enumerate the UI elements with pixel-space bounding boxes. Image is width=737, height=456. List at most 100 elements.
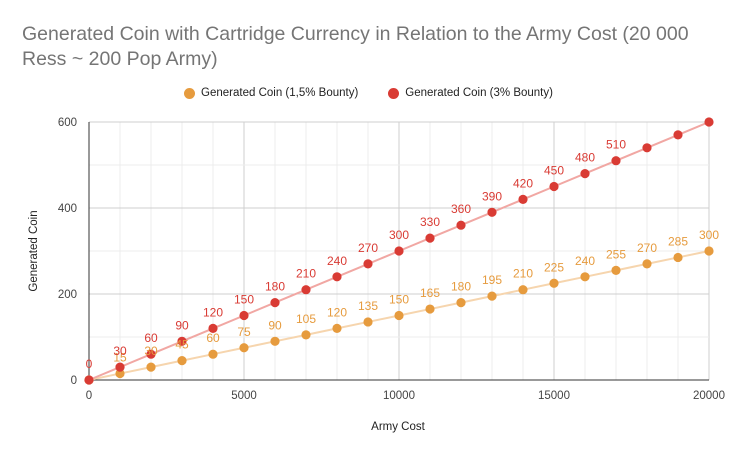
data-label-series-1: 210 [513, 267, 533, 281]
data-point-series-2 [270, 298, 280, 308]
data-point-series-2 [239, 310, 249, 321]
data-point-series-1 [115, 368, 125, 379]
x-axis-title: Army Cost [371, 421, 425, 433]
data-point-series-1 [146, 362, 156, 372]
data-point-series-1 [177, 356, 187, 366]
data-label-series-1: 60 [206, 331, 220, 345]
data-label-series-1: 270 [637, 241, 657, 255]
legend-label-series-2: Generated Coin (3% Bounty) [405, 87, 553, 99]
data-label-series-2: 180 [265, 280, 285, 294]
data-label-series-1: 90 [268, 318, 282, 332]
y-tick-label: 400 [58, 203, 77, 215]
data-point-series-1 [518, 285, 528, 295]
data-point-series-1 [332, 323, 342, 333]
x-tick-label: 5000 [231, 390, 257, 402]
data-point-series-2 [177, 336, 187, 346]
data-label-series-2: 30 [113, 344, 127, 358]
chart-legend: Generated Coin (1,5% Bounty) Generated C… [0, 84, 737, 102]
data-point-series-1 [301, 330, 311, 340]
data-label-series-1: 105 [296, 312, 316, 326]
data-point-series-2 [394, 246, 404, 256]
x-tick-label: 15000 [538, 390, 570, 402]
data-label-series-2: 90 [175, 318, 189, 332]
data-label-series-1: 240 [575, 254, 595, 268]
data-label-series-1: 45 [175, 338, 189, 352]
x-tick-label: 0 [86, 390, 92, 402]
data-label-series-1: 300 [699, 228, 719, 242]
series-layer [84, 117, 714, 385]
data-point-series-1 [456, 298, 466, 308]
data-label-series-2: 480 [575, 151, 595, 165]
data-label-series-2: 210 [296, 267, 316, 281]
axes: 0 5000 10000 15000 20000 0 200 400 600 [58, 117, 725, 402]
legend-label-series-1: Generated Coin (1,5% Bounty) [201, 87, 359, 99]
data-label-series-1: 75 [237, 325, 251, 339]
y-axis-title: Generated Coin [28, 210, 40, 291]
data-label-series-2: 150 [234, 293, 254, 307]
x-tick-label: 10000 [383, 390, 415, 402]
data-point-series-2 [673, 130, 683, 140]
legend-item-series-2[interactable]: Generated Coin (3% Bounty) [388, 87, 553, 99]
data-label-series-1: 180 [451, 280, 471, 294]
data-point-series-2 [611, 156, 621, 166]
data-point-series-1 [270, 336, 280, 346]
data-label-series-2: 300 [389, 228, 409, 242]
data-point-series-1 [363, 317, 373, 327]
chart-title: Generated Coin with Cartridge Currency i… [22, 23, 689, 70]
data-label-series-1: 135 [358, 299, 378, 313]
legend-item-series-1[interactable]: Generated Coin (1,5% Bounty) [184, 87, 358, 99]
data-point-series-2 [580, 169, 590, 179]
x-tick-label: 20000 [693, 390, 725, 402]
data-point-series-1 [642, 259, 652, 269]
data-label-series-2: 360 [451, 202, 471, 216]
data-point-series-1 [549, 278, 559, 288]
y-tick-label: 200 [58, 289, 77, 301]
data-label-series-2: 120 [203, 305, 223, 319]
data-label-series-2: 420 [513, 176, 533, 190]
data-point-series-1 [208, 349, 218, 359]
data-point-series-2 [363, 259, 373, 269]
data-label-series-1: 120 [327, 305, 347, 319]
data-point-series-2 [146, 349, 156, 359]
data-label-series-1: 285 [668, 234, 688, 248]
data-label-series-1: 30 [144, 344, 158, 358]
data-label-series-1: 225 [544, 260, 564, 274]
data-point-series-2 [84, 375, 94, 385]
data-label-series-2: 60 [144, 331, 158, 345]
data-point-series-1 [611, 265, 621, 275]
data-label-series-2: 240 [327, 254, 347, 268]
data-point-series-2 [115, 362, 125, 372]
data-label-series-1: 195 [482, 273, 502, 287]
data-point-series-1 [425, 304, 435, 314]
data-point-series-2 [456, 220, 466, 230]
data-point-series-2 [425, 233, 435, 243]
data-label-series-2: 450 [544, 164, 564, 178]
data-label-series-1: 165 [420, 286, 440, 300]
data-point-series-2 [208, 323, 218, 333]
data-label-series-2: 330 [420, 215, 440, 229]
data-point-series-2 [642, 143, 652, 153]
data-point-series-2 [518, 194, 528, 204]
legend-swatch-series-1 [184, 87, 196, 99]
legend-swatch-series-2 [388, 87, 400, 99]
data-label-series-2: 0 [86, 357, 93, 371]
data-label-series-2: 390 [482, 189, 502, 203]
data-point-series-2 [549, 181, 559, 192]
data-point-series-1 [704, 246, 714, 256]
data-label-series-2: 270 [358, 241, 378, 255]
data-point-series-1 [487, 291, 497, 301]
y-tick-label: 600 [58, 117, 77, 129]
data-point-series-1 [239, 343, 249, 353]
data-point-series-2 [332, 272, 342, 282]
data-point-series-2 [704, 117, 714, 127]
data-point-series-1 [394, 310, 404, 321]
data-label-series-1: 15 [113, 351, 127, 365]
data-labels: 15 30 45 60 75 90 105 120 135 150 165 180 195 210 225 2… [86, 138, 720, 371]
data-label-series-1: 255 [606, 247, 626, 261]
data-label-series-1: 150 [389, 293, 409, 307]
data-point-series-1 [580, 272, 590, 282]
data-point-series-2 [301, 285, 311, 295]
data-label-series-2: 510 [606, 138, 626, 152]
data-point-series-2 [487, 207, 497, 217]
